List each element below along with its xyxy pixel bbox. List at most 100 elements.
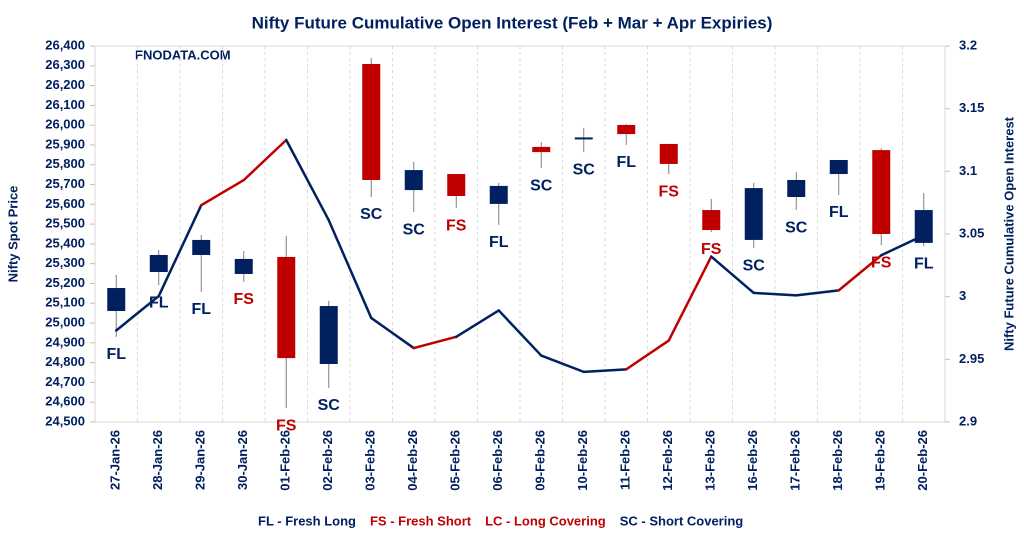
x-tick-label: 01-Feb-26 (278, 430, 293, 491)
oi-line-segment (157, 203, 203, 298)
x-tick-label: 13-Feb-26 (703, 430, 718, 491)
annotation: FS (276, 417, 297, 434)
oi-line-segment (880, 234, 925, 257)
y-tick-label: 26,200 (45, 77, 85, 92)
candle-body (489, 185, 508, 204)
x-tick-label: 27-Jan-26 (108, 430, 123, 490)
oi-line-segment (497, 309, 543, 357)
annotation: FS (871, 254, 892, 271)
candle-body (617, 124, 636, 135)
y-axis-label: Nifty Spot Price (5, 186, 20, 283)
x-tick-label: 29-Jan-26 (193, 430, 208, 490)
x-tick-label: 18-Feb-26 (830, 430, 845, 491)
y-tick-label: 24,500 (45, 413, 85, 428)
oi-line-segment (752, 291, 798, 297)
candle-body (702, 210, 721, 231)
annotation: FS (446, 217, 467, 234)
x-tick-label: 17-Feb-26 (788, 430, 803, 491)
y-tick-label: 25,700 (45, 176, 85, 191)
annotation: SC (743, 257, 766, 274)
y-tick-label: 25,800 (45, 156, 85, 171)
candle-body (659, 143, 678, 164)
candle-body (744, 188, 763, 240)
y-tick-label: 25,400 (45, 235, 85, 250)
candle-body (914, 210, 933, 243)
oi-line-segment (667, 255, 713, 342)
candle-body (872, 150, 891, 234)
y2-tick-label: 2.95 (959, 351, 984, 366)
annotation: FL (191, 301, 211, 318)
oi-line-segment (115, 294, 160, 332)
annotation: FL (106, 346, 126, 363)
oi-line-segment (370, 316, 415, 350)
y-tick-label: 25,300 (45, 255, 85, 270)
x-tick-label: 20-Feb-26 (915, 430, 930, 491)
oi-line-segment (455, 309, 500, 339)
annotation: FL (616, 154, 636, 171)
x-tick-label: 12-Feb-26 (660, 430, 675, 491)
oi-line-segment (412, 335, 458, 350)
x-tick-label: 06-Feb-26 (490, 430, 505, 491)
y2-tick-label: 3.1 (959, 163, 977, 178)
x-tick-label: 16-Feb-26 (745, 430, 760, 491)
y2-tick-label: 2.9 (959, 413, 977, 428)
oi-line-segment (285, 138, 330, 222)
annotation: FS (659, 183, 680, 200)
legend-entry: FS - Fresh Short (370, 513, 472, 528)
x-tick-label: 04-Feb-26 (405, 430, 420, 491)
candle-body (574, 137, 593, 140)
candle-body (149, 254, 168, 272)
oi-line-segment (200, 178, 245, 207)
y-tick-label: 25,000 (45, 314, 85, 329)
annotation: SC (318, 397, 341, 414)
y-tick-label: 25,100 (45, 295, 85, 310)
y-tick-label: 25,600 (45, 196, 85, 211)
x-tick-label: 19-Feb-26 (873, 430, 888, 491)
candle-body (192, 239, 211, 255)
y-tick-label: 24,900 (45, 334, 85, 349)
candle-body (532, 146, 551, 153)
annotation: FL (829, 204, 849, 221)
y-tick-label: 26,000 (45, 117, 85, 132)
chart-title: Nifty Future Cumulative Open Interest (F… (252, 13, 773, 32)
candle-body (404, 170, 423, 191)
oi-line-segment (837, 254, 883, 292)
y2-tick-label: 3 (959, 288, 966, 303)
annotation: FL (914, 255, 934, 272)
x-tick-label: 11-Feb-26 (618, 430, 633, 490)
y2-tick-label: 3.2 (959, 37, 977, 52)
x-tick-label: 09-Feb-26 (533, 430, 548, 491)
x-tick-label: 02-Feb-26 (320, 430, 335, 491)
oi-line-segment (327, 218, 373, 320)
annotation: SC (573, 161, 596, 178)
y-tick-label: 24,700 (45, 374, 85, 389)
candle-body (362, 64, 381, 180)
x-tick-label: 30-Jan-26 (235, 430, 250, 490)
y-tick-label: 25,900 (45, 136, 85, 151)
annotation: SC (360, 206, 383, 223)
y-tick-label: 25,500 (45, 216, 85, 231)
oi-line-segment (795, 289, 840, 297)
candle-body (107, 288, 126, 311)
oi-line-segment (540, 354, 585, 374)
watermark: FNODATA.COM (135, 47, 231, 62)
x-tick-label: 10-Feb-26 (575, 430, 590, 491)
candle-body (319, 306, 338, 365)
annotation: FS (701, 241, 722, 258)
candle-body (829, 159, 848, 175)
oi-line-segment (582, 368, 628, 374)
annotation: FL (489, 234, 509, 251)
candle-body (277, 256, 296, 359)
annotation: SC (530, 177, 553, 194)
y-tick-label: 25,200 (45, 275, 85, 290)
candle-body (787, 179, 806, 197)
legend-entry: SC - Short Covering (620, 513, 744, 528)
y-tick-label: 26,400 (45, 37, 85, 52)
candle-body (234, 258, 253, 274)
x-tick-label: 28-Jan-26 (150, 430, 165, 490)
annotation: SC (403, 221, 426, 238)
annotation: SC (785, 219, 808, 236)
y2-tick-label: 3.05 (959, 225, 984, 240)
legend-entry: FL - Fresh Long (258, 513, 356, 528)
y-tick-label: 26,300 (45, 57, 85, 72)
